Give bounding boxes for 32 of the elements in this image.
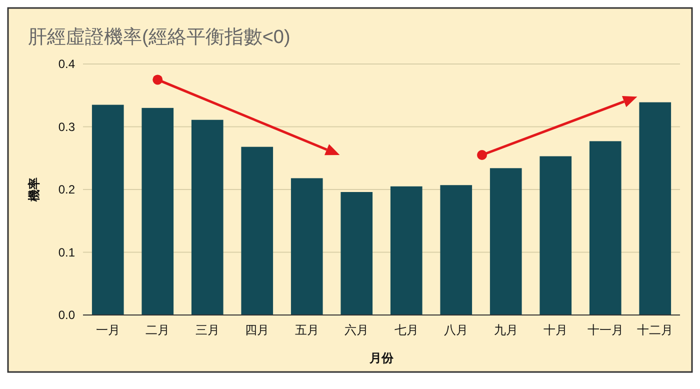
- bar: [191, 120, 224, 315]
- y-tick-label: 0.4: [58, 57, 76, 71]
- x-tick-label: 九月: [494, 323, 518, 337]
- x-tick-label: 八月: [444, 323, 468, 337]
- x-tick-label: 十二月: [637, 323, 674, 337]
- x-tick-label: 五月: [294, 323, 319, 337]
- bar: [290, 178, 323, 315]
- bar: [340, 192, 373, 315]
- bar: [142, 108, 174, 315]
- bar: [390, 186, 422, 315]
- bar: [440, 185, 472, 315]
- x-tick-label: 一月: [96, 323, 120, 337]
- bar: [639, 102, 672, 315]
- x-tick-label: 十一月: [587, 323, 624, 337]
- bar: [589, 141, 622, 315]
- x-tick-label: 十月: [544, 323, 568, 337]
- bar: [540, 156, 572, 315]
- x-tick-label: 七月: [394, 323, 418, 337]
- x-axis-title: 月份: [368, 351, 394, 365]
- x-tick-label: 六月: [344, 323, 369, 337]
- bar: [241, 146, 274, 315]
- chart-title: 肝經虛證機率(經絡平衡指數<0): [28, 26, 290, 48]
- y-tick-label: 0.3: [58, 120, 76, 134]
- y-axis-title: 機率: [27, 178, 41, 202]
- y-tick-label: 0.1: [58, 245, 76, 260]
- x-tick-label: 三月: [195, 323, 220, 337]
- x-tick-label: 二月: [146, 323, 170, 337]
- bar: [92, 104, 124, 315]
- y-tick-label: 0.2: [58, 182, 76, 196]
- bar: [490, 168, 522, 315]
- x-tick-label: 四月: [245, 323, 270, 337]
- y-tick-label: 0.0: [58, 308, 76, 322]
